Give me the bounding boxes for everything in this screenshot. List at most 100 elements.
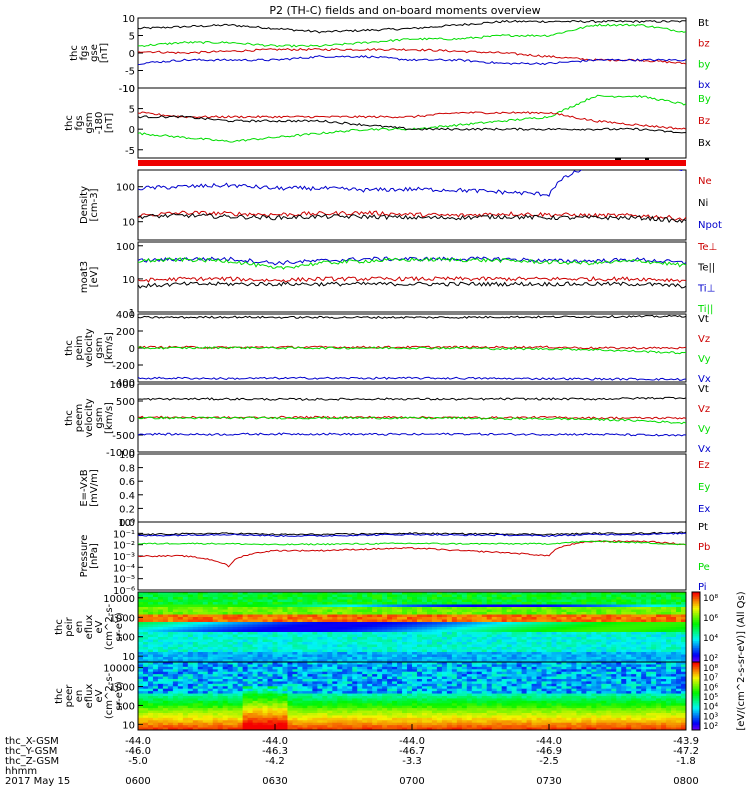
spectrogram-cell	[511, 607, 518, 611]
spectrogram-cell	[287, 659, 294, 662]
spectrogram-cell	[377, 612, 383, 616]
spectrogram-cell	[441, 686, 448, 690]
spectrogram-cell	[147, 627, 154, 631]
spectrogram-cell	[262, 649, 269, 653]
spectrogram-cell	[267, 597, 274, 601]
spectrogram-cell	[237, 676, 244, 680]
spectrogram-cell	[287, 609, 294, 613]
spectrogram-cell	[332, 592, 338, 596]
spectrogram-cell	[342, 691, 348, 695]
spectrogram-cell	[486, 629, 493, 633]
spectrogram-cell	[242, 592, 249, 596]
spectrogram-cell	[516, 599, 523, 603]
spectrogram-cell	[357, 607, 363, 611]
spectrogram-cell	[641, 594, 647, 598]
spectrogram-cell	[526, 698, 533, 702]
spectrogram-cell	[307, 622, 313, 626]
spectrogram-cell	[337, 642, 343, 646]
spectrogram-cell	[397, 659, 403, 662]
spectrogram-cell	[257, 614, 264, 618]
spectrogram-cell	[656, 676, 662, 680]
spectrogram-cell	[317, 664, 323, 668]
spectrogram-cell	[546, 634, 553, 638]
spectrogram-cell	[287, 612, 294, 616]
spectrogram-cell	[252, 654, 259, 658]
spectrogram-cell	[212, 609, 219, 613]
spectrogram-cell	[656, 688, 662, 692]
spectrogram-cell	[377, 659, 383, 662]
spectrogram-cell	[576, 649, 582, 653]
spectrogram-cell	[147, 654, 154, 658]
spectrogram-cell	[182, 607, 189, 611]
spectrogram-cell	[382, 647, 388, 651]
spectrogram-cell	[197, 602, 204, 606]
spectrogram-cell	[412, 693, 418, 697]
spectrogram-cell	[397, 647, 403, 651]
spectrogram-cell	[272, 698, 279, 702]
spectrogram-cell	[227, 612, 234, 616]
spectrogram-cell	[631, 622, 637, 626]
spectrogram-cell	[461, 688, 468, 692]
spectrogram-cell	[456, 617, 463, 621]
spectrogram-cell	[187, 679, 194, 683]
spectrogram-cell	[272, 647, 279, 651]
spectrogram-cell	[402, 592, 408, 596]
y-axis-label: moat3[eV]	[79, 261, 100, 293]
spectrogram-cell	[436, 691, 443, 695]
spectrogram-cell	[332, 662, 338, 666]
spectrogram-cell	[551, 614, 558, 618]
spectrogram-cell	[307, 594, 313, 598]
spectrogram-cell	[207, 693, 214, 697]
spectrogram-cell	[491, 594, 498, 598]
spectrogram-cell	[292, 662, 299, 666]
spectrogram-cell	[531, 693, 538, 697]
spectrogram-cell	[377, 654, 383, 658]
spectrogram-cell	[262, 688, 269, 692]
spectrogram-cell	[202, 654, 209, 658]
spectrogram-cell	[551, 602, 558, 606]
spectrogram-cell	[556, 619, 563, 623]
spectrogram-cell	[521, 592, 528, 596]
legend-te: Te||	[697, 263, 715, 274]
spectrogram-cell	[456, 664, 463, 668]
spectrogram-cell	[377, 597, 383, 601]
spectrogram-cell	[272, 693, 279, 697]
spectrogram-cell	[177, 644, 184, 648]
spectrogram-cell	[661, 681, 667, 685]
spectrogram-cell	[172, 624, 179, 628]
spectrogram-cell	[197, 666, 204, 670]
spectrogram-cell	[546, 639, 553, 643]
spectrogram-cell	[292, 671, 299, 675]
spectrogram-cell	[646, 622, 652, 626]
spectrogram-cell	[277, 654, 284, 658]
spectrogram-cell	[327, 622, 333, 626]
spectrogram-cell	[601, 592, 607, 596]
spectrogram-cell	[302, 639, 308, 643]
spectrogram-cell	[262, 617, 269, 621]
spectrogram-cell	[426, 696, 433, 700]
spectrogram-cell	[526, 592, 533, 596]
spectrogram-cell	[257, 669, 264, 673]
spectrogram-cell	[436, 594, 443, 598]
spectrogram-cell	[317, 693, 323, 697]
spectrogram-cell	[666, 674, 672, 678]
spectrogram-cell	[651, 654, 657, 658]
spectrogram-cell	[387, 652, 393, 656]
spectrogram-cell	[232, 634, 239, 638]
spectrogram-cell	[676, 632, 682, 636]
spectrogram-cell	[651, 602, 657, 606]
spectrogram-cell	[466, 639, 473, 643]
spectrogram-cell	[142, 644, 149, 648]
spectrogram-cell	[481, 594, 488, 598]
spectrogram-cell	[496, 614, 503, 618]
spectrogram-cell	[516, 683, 523, 687]
spectrogram-cell	[217, 632, 224, 636]
series-line-vx	[138, 376, 686, 381]
spectrogram-cell	[177, 607, 184, 611]
spectrogram-cell	[496, 698, 503, 702]
spectrogram-cell	[466, 674, 473, 678]
spectrogram-cell	[611, 696, 617, 700]
spectrogram-cell	[392, 671, 398, 675]
spectrogram-cell	[446, 637, 453, 641]
spectrogram-cell	[581, 647, 587, 651]
